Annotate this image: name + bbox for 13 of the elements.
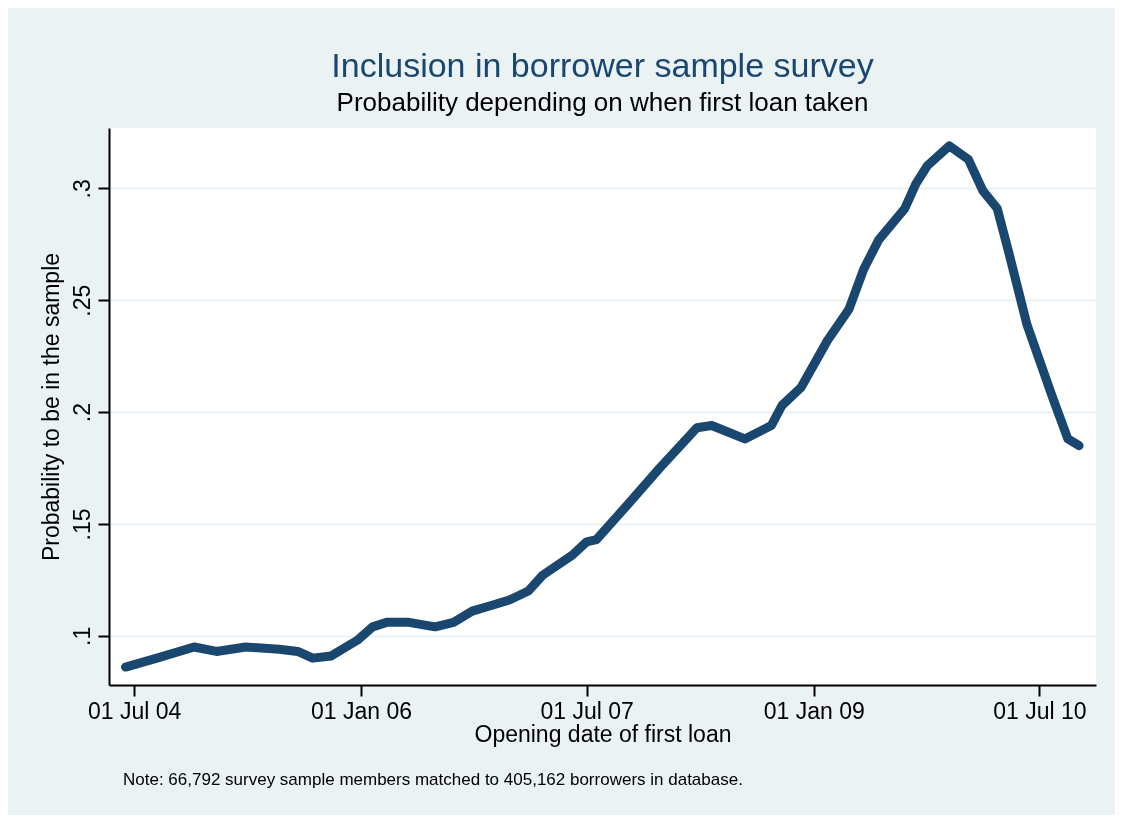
y-axis-title: Probability to be in the sample: [37, 252, 64, 562]
y-tick-label: .25: [68, 284, 95, 317]
x-tick-label: 01 Jan 06: [311, 697, 413, 724]
chart-subtitle: Probability depending on when first loan taken: [336, 87, 869, 117]
text: Note: 66,792 survey sample members matched to 405,162 borrowers in database.: [123, 770, 743, 790]
y-tick-label: .15: [68, 508, 95, 541]
y-tick-label: .1: [68, 626, 95, 646]
x-tick-label: 01 Jul 04: [88, 697, 182, 724]
chart-title: Inclusion in borrower sample survey: [331, 46, 874, 84]
x-tick-label: 01 Jul 10: [993, 697, 1087, 724]
x-tick-label: 01 Jan 09: [763, 697, 865, 724]
y-tick-label: .2: [68, 403, 95, 423]
y-tick-label: .3: [68, 179, 95, 199]
